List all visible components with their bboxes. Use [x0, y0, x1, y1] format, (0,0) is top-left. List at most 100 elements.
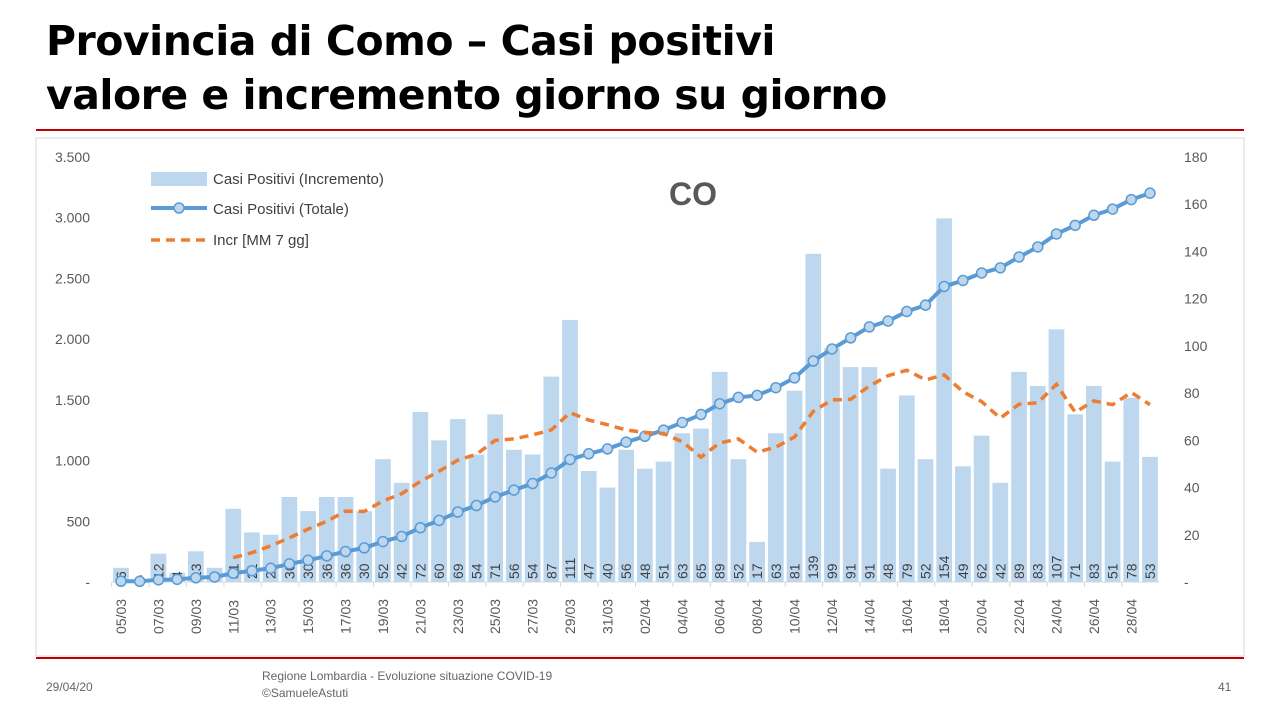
x-tick-label: 06/04	[712, 599, 728, 634]
bar	[805, 253, 822, 583]
bar-label: 91	[843, 563, 859, 579]
bar-label: 69	[450, 563, 466, 579]
bar	[580, 471, 597, 582]
right-axis-tick: 20	[1184, 527, 1200, 543]
x-tick-label: 31/03	[599, 599, 615, 634]
bar	[992, 482, 1009, 582]
bar	[955, 466, 971, 582]
total-point	[321, 550, 333, 562]
bar-label: 51	[1105, 563, 1121, 579]
x-tick-label: 07/03	[150, 599, 166, 634]
total-point	[807, 355, 819, 367]
total-point	[264, 562, 277, 575]
bar	[618, 449, 635, 582]
total-point	[957, 274, 969, 287]
x-tick-label: 13/03	[263, 599, 279, 634]
bar-label: 87	[543, 563, 559, 579]
total-point	[227, 567, 240, 580]
bar-label: 42	[394, 563, 410, 579]
x-tick-label: 16/04	[899, 599, 915, 634]
bar-label: 91	[861, 563, 877, 579]
total-point	[115, 575, 127, 588]
bar	[225, 508, 242, 582]
total-point	[1069, 219, 1081, 232]
total-point	[901, 305, 913, 318]
bar	[431, 440, 447, 582]
bar	[1123, 397, 1140, 582]
bar	[936, 218, 953, 582]
bar	[599, 487, 616, 582]
total-point	[1144, 187, 1156, 199]
right-axis-tick: 40	[1184, 480, 1200, 496]
bar	[730, 459, 747, 582]
x-tick-label: 28/04	[1123, 599, 1139, 634]
x-tick-label: 25/03	[487, 599, 503, 634]
bar	[562, 319, 578, 582]
bar-label: 12	[150, 563, 166, 579]
x-tick-label: 29/03	[562, 599, 578, 634]
bar-label: 53	[1142, 563, 1158, 579]
x-tick-label: 27/03	[525, 599, 541, 634]
region-annotation: CO	[669, 176, 717, 212]
total-point	[1013, 251, 1025, 263]
total-point	[171, 573, 183, 586]
right-axis-tick: 60	[1184, 432, 1200, 448]
total-point	[283, 558, 296, 570]
bar-label: 54	[525, 563, 541, 579]
total-point	[826, 343, 838, 355]
bar	[767, 433, 784, 582]
bar	[543, 376, 560, 582]
total-point	[526, 477, 539, 490]
bar	[824, 348, 840, 582]
bar-label: 89	[1011, 563, 1027, 579]
total-point	[732, 391, 745, 404]
footer-date: 29/04/20	[46, 680, 93, 694]
bar-label: 63	[674, 563, 690, 579]
bar	[861, 367, 878, 582]
bar	[1086, 386, 1102, 582]
bar-label: 49	[955, 563, 971, 579]
bar-label: 111	[562, 558, 578, 579]
right-axis-tick: 180	[1184, 149, 1208, 165]
bar-label: 52	[917, 563, 933, 579]
total-point	[770, 381, 782, 394]
total-point	[190, 572, 202, 584]
total-point	[1088, 209, 1100, 222]
bar-label: 47	[581, 563, 597, 579]
right-axis-tick: 120	[1184, 291, 1208, 307]
total-point	[582, 448, 595, 460]
bar-label: 48	[880, 563, 896, 579]
total-point	[133, 575, 146, 588]
bar	[1011, 371, 1027, 582]
page-title: Provincia di Como – Casi positivi valore…	[46, 14, 887, 122]
total-point	[508, 484, 520, 496]
legend-label: Incr [MM 7 gg]	[213, 232, 309, 249]
total-point	[882, 315, 894, 327]
bar	[337, 497, 354, 582]
x-tick-label: 19/03	[375, 599, 391, 634]
right-axis-tick: 160	[1184, 196, 1208, 212]
total-point	[695, 408, 707, 421]
bar-label: 71	[487, 563, 503, 579]
bar	[711, 371, 728, 582]
chart-frame	[35, 137, 1245, 657]
bar	[1067, 414, 1084, 582]
x-tick-label: 15/03	[300, 599, 316, 634]
bar	[655, 461, 672, 582]
total-point	[713, 397, 726, 410]
bar-label: 62	[974, 563, 990, 579]
bar	[693, 428, 709, 582]
x-tick-label: 02/04	[637, 599, 653, 634]
x-tick-label: 05/03	[113, 599, 129, 634]
x-tick-label: 22/04	[1011, 599, 1027, 634]
x-tick-label: 09/03	[188, 599, 204, 634]
total-point	[844, 332, 857, 344]
bar	[412, 412, 429, 582]
title-line-1: Provincia di Como – Casi positivi	[46, 17, 775, 65]
bar	[375, 459, 391, 582]
bar-label: 30	[300, 563, 316, 579]
total-point	[676, 416, 689, 429]
footer-author: ©SamueleAstuti	[262, 686, 349, 700]
x-tick-label: 20/04	[974, 599, 990, 634]
total-point	[470, 499, 483, 512]
